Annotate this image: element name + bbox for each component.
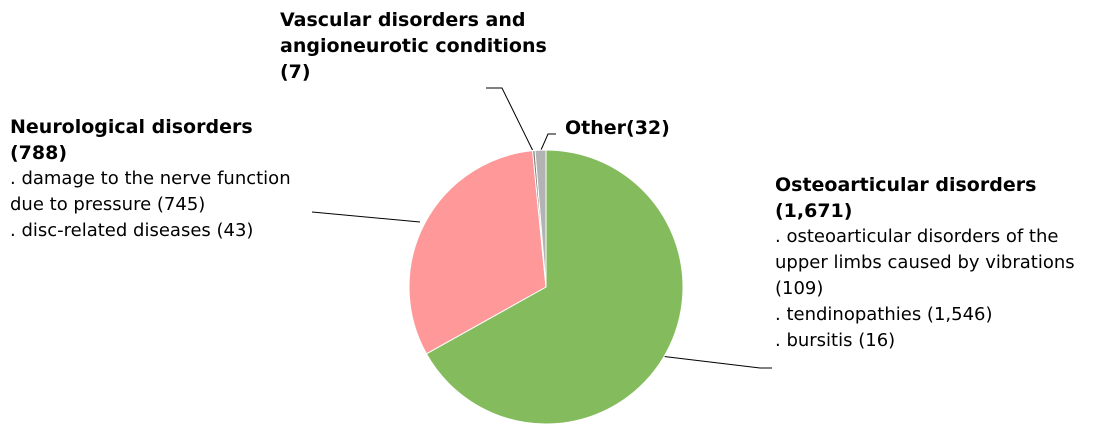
slice-label: Neurological disorders (788). damage to … [10,114,310,244]
detail-text: . tendinopathies (1,546) [775,304,993,325]
detail-text: . damage to the nerve function due to pr… [10,168,291,215]
detail-line: . disc-related diseases (43) [10,218,310,244]
pie-slice [408,150,547,355]
slice-label: Other(32) [565,115,765,141]
category-name: Osteoarticular disorders [775,174,1037,196]
leader-line [659,355,772,369]
category-name: Neurological disorders [10,116,253,138]
label-head: Vascular disorders and angioneurotic con… [280,7,570,85]
pie-slice [534,149,547,288]
pie-slice [425,149,684,424]
value-label: (788) [10,142,68,164]
detail-line: . tendinopathies (1,546) [775,302,1100,328]
label-head: Neurological disorders (788) [10,114,310,166]
detail-text: . bursitis (16) [775,330,896,351]
label-head: Osteoarticular disorders (1,671) [775,172,1100,224]
label-head: Other(32) [565,115,765,141]
leader-line [486,87,534,152]
value-label: (1,671) [775,200,853,222]
value-label: (32) [626,117,670,139]
slice-label: Vascular disorders and angioneurotic con… [280,7,570,85]
detail-line: . osteoarticular disorders of the upper … [775,224,1100,302]
detail-text: . disc-related diseases (43) [10,220,254,241]
detail-text: . osteoarticular disorders of the upper … [775,226,1075,299]
category-name: Other [565,117,627,139]
leader-line [311,211,421,223]
detail-line: . damage to the nerve function due to pr… [10,166,310,218]
value-label: (7) [280,61,311,83]
slice-label: Osteoarticular disorders (1,671). osteoa… [775,172,1100,354]
detail-line: . bursitis (16) [775,328,1100,354]
category-name: Vascular disorders and angioneurotic con… [280,9,547,57]
leader-line [540,133,556,151]
